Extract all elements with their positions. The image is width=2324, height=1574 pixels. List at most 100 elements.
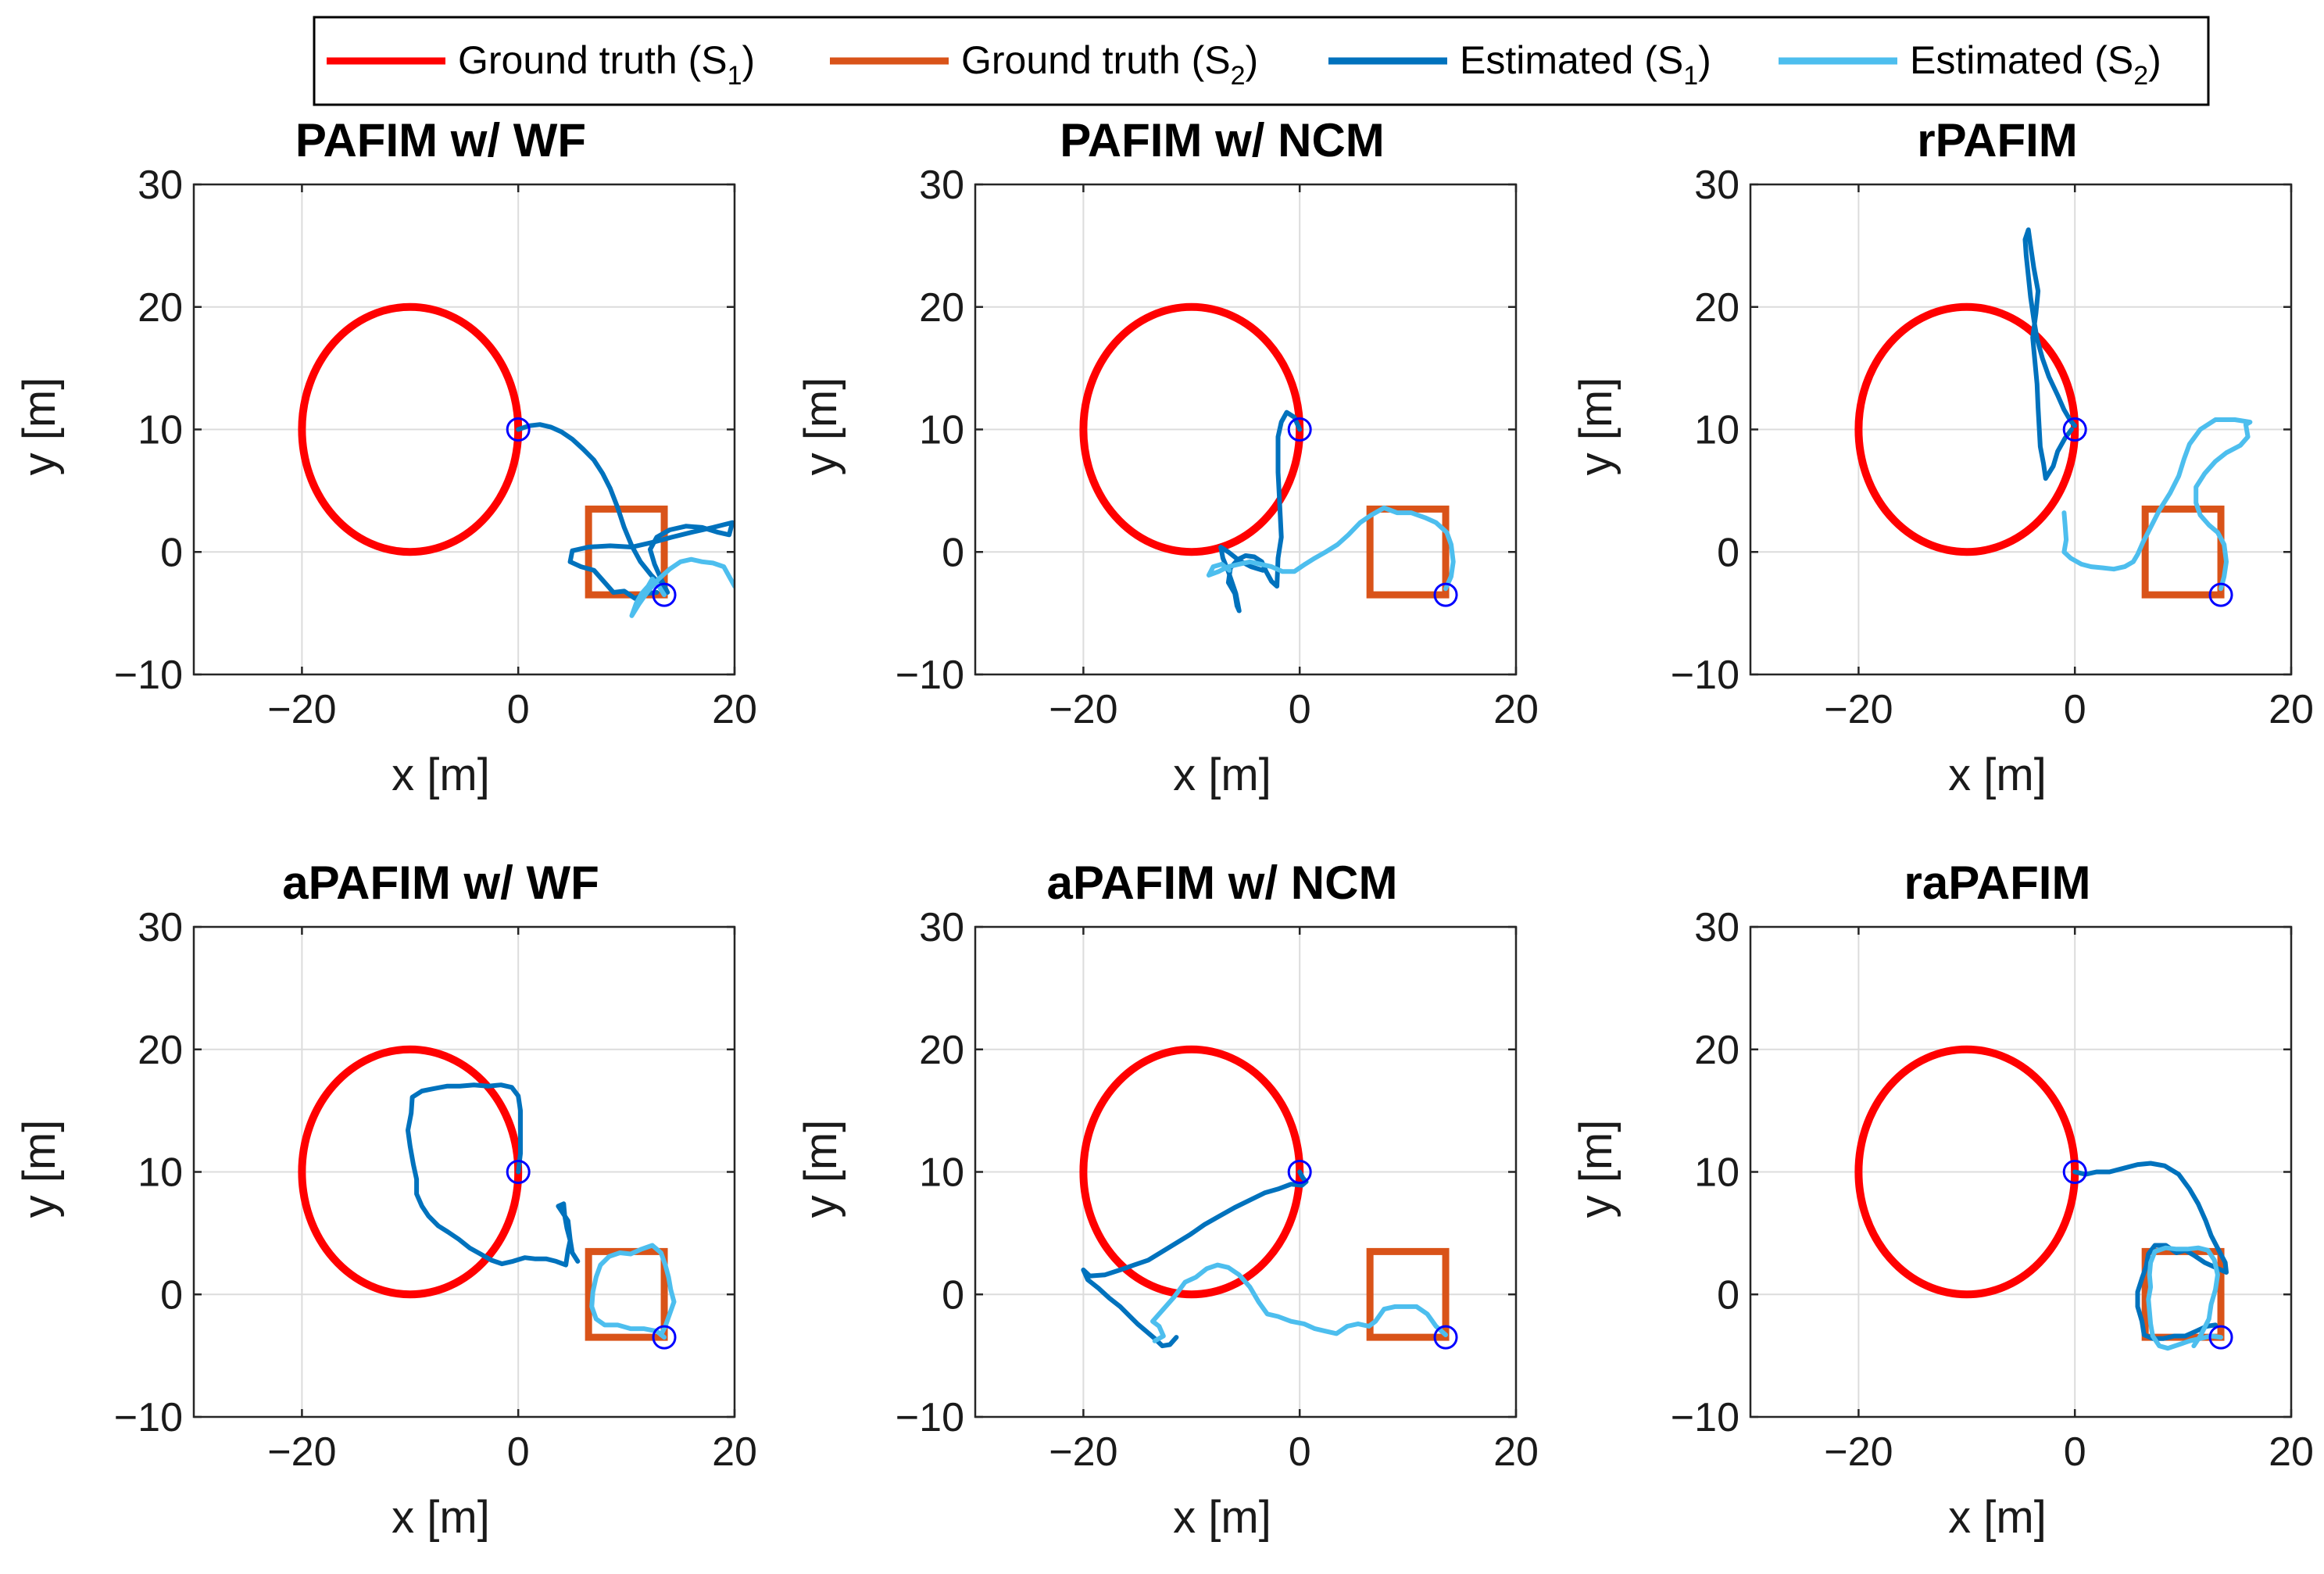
x-axis-label: x [m] <box>1948 749 2047 800</box>
legend-label-main: Ground truth (S <box>458 38 728 82</box>
estimated-s1-line <box>406 1082 581 1268</box>
legend-label-sub: 2 <box>1231 61 1246 91</box>
y-tick-label: 0 <box>1717 1272 1739 1318</box>
y-tick-label: 0 <box>942 1272 964 1318</box>
x-tick-label: 0 <box>507 1429 530 1475</box>
plot-content <box>298 302 735 618</box>
x-tick-label: −20 <box>1824 687 1893 732</box>
start-marker-s1 <box>1287 1160 1312 1184</box>
x-axis-label: x [m] <box>1173 1492 1271 1543</box>
estimated-s1-line <box>2022 227 2078 481</box>
x-axis-label: x [m] <box>1173 749 1271 800</box>
legend-label-main: Ground truth (S <box>961 38 1231 82</box>
y-tick-label: −10 <box>114 653 183 698</box>
x-tick-label: 20 <box>712 1429 757 1475</box>
y-axis-label: y [m] <box>1571 377 1621 476</box>
y-tick-label: 0 <box>1717 530 1739 575</box>
y-axis-label: y [m] <box>1571 1120 1621 1218</box>
panel-title: raPAFIM <box>1904 857 2091 909</box>
x-tick-label: 20 <box>1493 687 1539 732</box>
panel-1: −20 0 20 −10 0 10 20 30 x [m] y [m] PAFIM w/ WF <box>14 114 757 800</box>
y-tick-label: 30 <box>138 163 183 208</box>
y-tick-label: 20 <box>919 1028 964 1073</box>
x-tick-label: 0 <box>2064 687 2086 732</box>
x-tick-label: 20 <box>1493 1429 1539 1475</box>
estimated-s1-line <box>1081 1169 1309 1349</box>
plot-content <box>1854 1045 2233 1351</box>
estimated-s1-line <box>1218 410 1303 614</box>
y-tick-label: 20 <box>1694 285 1739 331</box>
y-tick-label: 30 <box>1694 163 1739 208</box>
y-axis-label: y [m] <box>796 377 846 476</box>
start-marker-s2 <box>1433 582 1458 607</box>
panel-title: PAFIM w/ WF <box>295 114 586 166</box>
x-tick-label: −20 <box>1049 687 1117 732</box>
legend-label-main: Estimated (S <box>1910 38 2133 82</box>
x-tick-label: −20 <box>267 1429 336 1475</box>
estimated-s2-line <box>2146 1245 2223 1351</box>
start-marker-s2 <box>652 1325 677 1350</box>
x-tick-label: −20 <box>1824 1429 1893 1475</box>
estimated-s2-line <box>2061 417 2253 592</box>
legend-label-close: ) <box>1246 38 1259 82</box>
panel-title: rPAFIM <box>1917 114 2078 166</box>
legend-label-sub: 1 <box>1683 61 1698 91</box>
x-axis-label: x [m] <box>392 1492 490 1543</box>
legend: Ground truth (S1) Ground truth (S2) Estima… <box>313 16 2210 106</box>
ground-truth-s1-circle <box>1854 302 2079 556</box>
plot-content <box>1079 1045 1458 1350</box>
y-tick-label: 20 <box>138 1028 183 1073</box>
y-tick-label: −10 <box>1671 653 1739 698</box>
y-tick-label: 10 <box>1694 1150 1739 1196</box>
y-tick-label: 20 <box>919 285 964 331</box>
ground-truth-s2-square <box>1366 1247 1450 1341</box>
legend-label-gt2: Ground truth (S2) <box>961 38 1258 91</box>
start-marker-s2 <box>2208 1325 2233 1350</box>
x-tick-label: −20 <box>1049 1429 1117 1475</box>
x-tick-label: 20 <box>2269 687 2314 732</box>
ground-truth-s2-square <box>1366 505 1450 599</box>
y-tick-label: 10 <box>138 1150 183 1196</box>
estimated-s2-line <box>629 556 735 618</box>
x-tick-label: 0 <box>507 687 530 732</box>
start-marker-s1 <box>506 1160 531 1184</box>
y-tick-label: −10 <box>896 653 964 698</box>
x-tick-label: 0 <box>1289 687 1311 732</box>
y-tick-label: 0 <box>160 1272 183 1318</box>
panel-5: −20 0 20 −10 0 10 20 30 x [m] y [m] aPAFIM w/ NCM <box>796 857 1539 1543</box>
x-tick-label: 20 <box>712 687 757 732</box>
y-tick-label: 0 <box>160 530 183 575</box>
panel-title: aPAFIM w/ WF <box>282 857 599 909</box>
legend-label-sub: 1 <box>728 61 742 91</box>
y-tick-label: 20 <box>1694 1028 1739 1073</box>
ground-truth-s2-square <box>2141 505 2225 599</box>
y-tick-label: 10 <box>919 1150 964 1196</box>
y-tick-label: 30 <box>919 905 964 950</box>
estimated-s1-line <box>516 422 735 601</box>
x-tick-label: −20 <box>267 687 336 732</box>
legend-label-sub: 2 <box>2133 61 2148 91</box>
x-tick-label: 0 <box>2064 1429 2086 1475</box>
y-tick-label: 30 <box>919 163 964 208</box>
legend-label-est2: Estimated (S2) <box>1910 38 2161 91</box>
panel-title: PAFIM w/ NCM <box>1060 114 1385 166</box>
y-axis-label: y [m] <box>14 377 65 476</box>
y-tick-label: 10 <box>1694 408 1739 453</box>
start-marker-s2 <box>2208 582 2233 607</box>
y-tick-label: −10 <box>114 1395 183 1440</box>
panel-4: −20 0 20 −10 0 10 20 30 x [m] y [m] aPAFIM w/ WF <box>14 857 757 1543</box>
panel-title: aPAFIM w/ NCM <box>1047 857 1398 909</box>
start-marker-s1 <box>1287 417 1312 442</box>
legend-label-close: ) <box>2148 38 2161 82</box>
plot-content <box>1079 302 1458 614</box>
estimated-s2-line <box>589 1243 677 1340</box>
start-marker-s1 <box>506 417 531 442</box>
plot-content <box>298 1045 677 1350</box>
x-axis-label: x [m] <box>392 749 490 800</box>
legend-label-gt1: Ground truth (S1) <box>458 38 755 91</box>
start-marker-s1 <box>2062 417 2087 442</box>
y-tick-label: 30 <box>138 905 183 950</box>
y-axis-label: y [m] <box>14 1120 65 1218</box>
y-tick-label: 30 <box>1694 905 1739 950</box>
